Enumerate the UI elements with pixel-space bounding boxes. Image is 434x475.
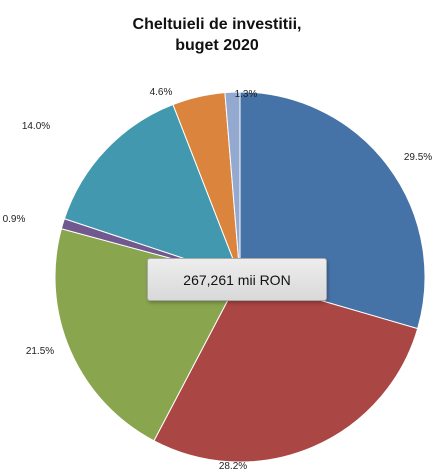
pie-slice-4 [63, 103, 241, 278]
pie-slice-1 [153, 276, 419, 463]
pie-slice-label-4: 14.0% [22, 121, 50, 132]
chart-title: Cheltuieli de investitii, buget 2020 [0, 14, 434, 56]
pie-slice-label-2: 21.5% [26, 346, 54, 357]
pie-slice-label-5: 4.6% [150, 87, 173, 98]
chart-title-line-2: buget 2020 [175, 37, 259, 54]
total-callout: 267,261 mii RON [147, 258, 327, 301]
pie-slice-label-0: 29.5% [404, 152, 432, 163]
chart-title-line-1: Cheltuieli de investitii, [132, 16, 302, 33]
pie-slice-label-3: 0.9% [3, 214, 26, 225]
pie-slice-label-1: 28.2% [219, 461, 247, 472]
pie-slice-6 [224, 91, 241, 278]
total-callout-text: 267,261 mii RON [183, 271, 291, 288]
pie-slice-label-6: 1.3% [235, 89, 258, 100]
